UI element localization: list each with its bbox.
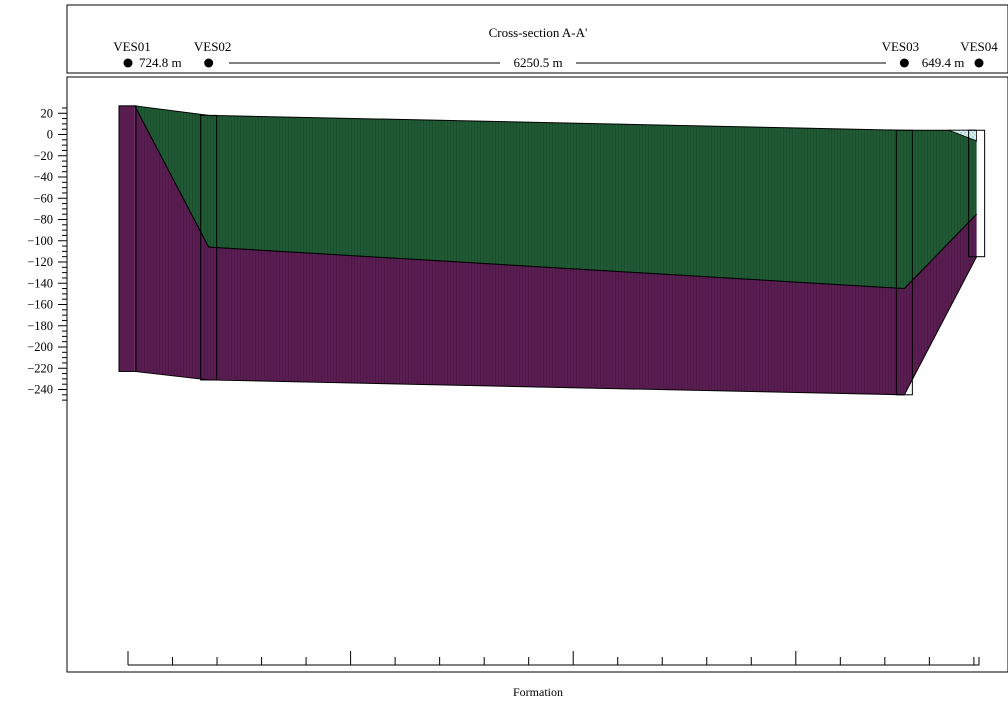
borehole-ves01 [118, 105, 137, 372]
spacing-label-2: 6250.5 m [513, 55, 562, 70]
depth-tick-label: −240 [27, 383, 53, 397]
depth-tick-label: 20 [41, 106, 54, 120]
layer-2-top-boundary [134, 105, 977, 290]
distance-tick-label: 2000 [338, 629, 363, 643]
distance-axis: 0 2000 4000 6000 [125, 629, 980, 666]
station-marker-ves04 [974, 58, 984, 68]
depth-tick-label: −140 [27, 276, 53, 290]
depth-tick-label: −20 [33, 149, 53, 163]
station-header: VES01 VES02 VES03 VES04 724.8 m 6250.5 m 649.4… [113, 39, 998, 70]
layer-1-texture [134, 105, 977, 289]
depth-tick-label: 0 [47, 128, 53, 142]
depth-tick-label: −120 [27, 255, 53, 269]
depth-tick-label: −60 [33, 191, 53, 205]
station-label-ves03: VES03 [882, 39, 920, 54]
borehole-ves03 [895, 129, 913, 396]
borehole-ves04 [968, 129, 986, 258]
distance-tick-label: 4000 [561, 629, 586, 643]
station-label-ves04: VES04 [960, 39, 998, 54]
depth-tick-label: −180 [27, 319, 53, 333]
borehole-columns [118, 105, 986, 396]
section-title: Cross-section A-A' [489, 25, 588, 40]
footer-label: Formation [513, 685, 563, 699]
layer-2-texture [134, 105, 977, 395]
station-label-ves02: VES02 [194, 39, 232, 54]
layer-2-bottom-boundary [134, 256, 978, 396]
depth-tick-label: −40 [33, 170, 53, 184]
station-label-ves01: VES01 [113, 39, 151, 54]
spacing-label-3: 649.4 m [922, 55, 965, 70]
layer-polygons [119, 105, 978, 396]
ves01-left-strip [119, 105, 135, 372]
depth-tick-label: −100 [27, 234, 53, 248]
distance-tick-label: 6000 [783, 629, 808, 643]
depth-tick-label: −200 [27, 340, 53, 354]
depth-tick-label: −220 [27, 361, 53, 375]
header-frame [66, 4, 1008, 74]
station-marker-ves01 [123, 58, 133, 68]
distance-tick-label: 0 [125, 629, 131, 643]
depth-tick-label: −160 [27, 298, 53, 312]
station-marker-ves02 [204, 58, 214, 68]
borehole-ves02 [200, 114, 218, 381]
layer-1-top-boundary [134, 105, 977, 131]
station-marker-ves03 [899, 58, 909, 68]
spacing-label-1: 724.8 m [139, 55, 182, 70]
depth-axis: 20 0 −20 −40 −60 −80 −100 −120 −140 −160 −180 −200 −… [27, 77, 68, 672]
depth-tick-label: −80 [33, 213, 53, 227]
surface-pocket [948, 129, 978, 142]
